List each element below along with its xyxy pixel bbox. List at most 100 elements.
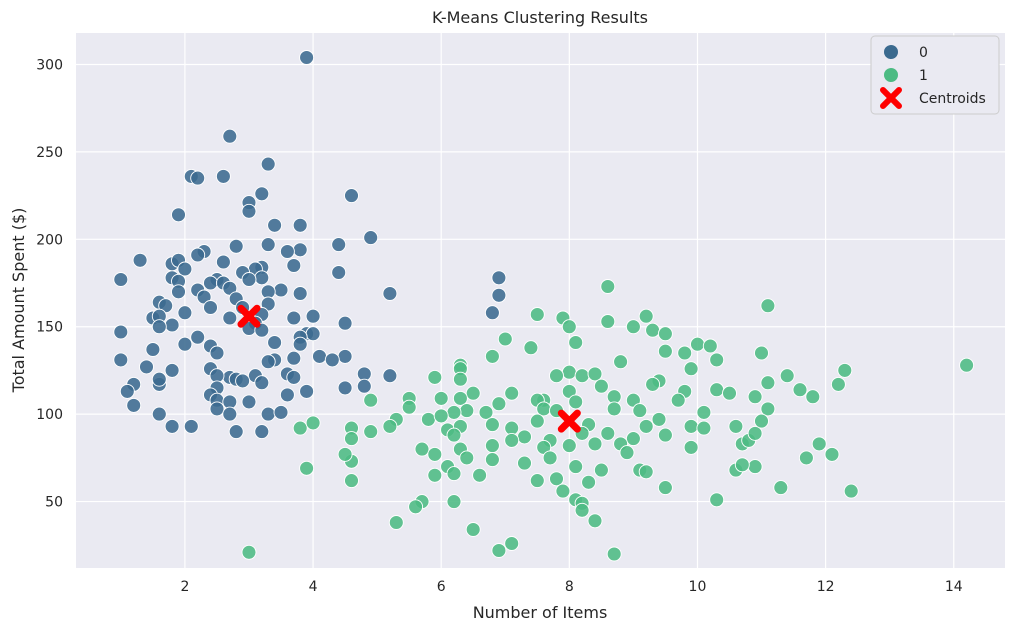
data-point-cluster-0 — [113, 272, 129, 287]
legend-label-cluster-0: 0 — [919, 45, 928, 61]
data-point-cluster-1 — [709, 382, 725, 398]
data-point-cluster-0 — [260, 354, 276, 370]
data-point-cluster-1 — [299, 460, 315, 476]
data-point-cluster-1 — [542, 450, 558, 466]
data-points — [113, 50, 975, 562]
data-point-cluster-0 — [491, 270, 507, 286]
data-point-cluster-0 — [273, 404, 289, 420]
data-point-cluster-0 — [151, 406, 167, 422]
data-point-cluster-0 — [215, 168, 231, 184]
data-point-cluster-1 — [465, 385, 481, 401]
data-point-cluster-1 — [638, 308, 654, 324]
data-point-cluster-1 — [484, 452, 500, 468]
data-point-cluster-0 — [273, 282, 289, 298]
data-point-cluster-0 — [177, 305, 193, 321]
data-point-cluster-1 — [638, 464, 654, 480]
data-point-cluster-1 — [657, 326, 673, 342]
y-tick-label: 50 — [45, 495, 63, 511]
data-point-cluster-1 — [773, 480, 789, 496]
data-point-cluster-1 — [625, 319, 641, 335]
data-point-cluster-1 — [619, 445, 635, 461]
data-point-cluster-0 — [254, 375, 270, 391]
data-point-cluster-0 — [331, 265, 347, 280]
data-point-cluster-1 — [696, 420, 712, 436]
data-point-cluster-1 — [504, 536, 520, 551]
data-point-cluster-1 — [504, 385, 520, 401]
data-point-cluster-1 — [241, 544, 257, 560]
data-point-cluster-1 — [837, 362, 853, 378]
data-point-cluster-1 — [568, 394, 584, 410]
data-point-cluster-1 — [747, 425, 763, 441]
y-tick-label: 250 — [36, 145, 63, 161]
x-tick-label: 8 — [565, 579, 574, 595]
data-point-cluster-0 — [279, 387, 295, 403]
data-point-cluster-0 — [177, 336, 193, 352]
data-point-cluster-1 — [452, 371, 468, 387]
x-axis-ticks: 2 4 6 8 10 12 14 — [180, 579, 962, 595]
data-point-cluster-1 — [420, 411, 436, 427]
legend-label-cluster-1: 1 — [919, 68, 928, 84]
data-point-cluster-1 — [670, 392, 686, 408]
data-point-cluster-1 — [491, 396, 507, 412]
data-point-cluster-1 — [754, 345, 769, 361]
data-point-cluster-0 — [119, 383, 135, 399]
data-point-cluster-1 — [363, 424, 379, 440]
data-point-cluster-1 — [446, 427, 462, 443]
data-point-cluster-0 — [337, 348, 353, 364]
data-point-cluster-1 — [587, 366, 603, 382]
data-point-cluster-1 — [427, 369, 443, 385]
data-point-cluster-1 — [657, 343, 673, 359]
data-point-cluster-0 — [113, 324, 129, 340]
data-point-cluster-0 — [292, 217, 308, 233]
data-point-cluster-0 — [164, 317, 180, 333]
data-point-cluster-1 — [555, 483, 571, 499]
data-point-cluster-1 — [606, 401, 622, 417]
data-point-cluster-1 — [337, 446, 353, 462]
data-point-cluster-0 — [484, 305, 500, 321]
data-point-cluster-1 — [427, 446, 443, 462]
y-tick-label: 300 — [36, 57, 63, 73]
data-point-cluster-1 — [446, 494, 462, 510]
data-point-cluster-1 — [523, 340, 539, 356]
data-point-cluster-1 — [760, 375, 776, 391]
data-point-cluster-1 — [830, 376, 846, 392]
data-point-cluster-1 — [792, 382, 808, 398]
legend-marker-cluster-0 — [884, 45, 898, 59]
data-point-cluster-1 — [683, 418, 699, 434]
data-point-cluster-1 — [798, 450, 814, 466]
data-point-cluster-1 — [683, 361, 699, 377]
data-point-cluster-0 — [171, 284, 186, 300]
data-point-cluster-0 — [222, 128, 238, 144]
data-point-cluster-1 — [401, 399, 417, 415]
data-point-cluster-1 — [600, 279, 616, 294]
data-point-cluster-1 — [959, 357, 975, 373]
data-point-cluster-0 — [171, 207, 186, 223]
data-point-cluster-0 — [292, 286, 308, 301]
data-point-cluster-1 — [344, 473, 359, 489]
legend-marker-cluster-1 — [884, 68, 898, 82]
data-point-cluster-1 — [747, 389, 763, 405]
data-point-cluster-0 — [190, 329, 206, 345]
data-point-cluster-0 — [279, 244, 295, 259]
data-point-cluster-1 — [484, 417, 500, 433]
data-point-cluster-0 — [254, 186, 270, 202]
data-point-cluster-0 — [363, 230, 379, 246]
data-point-cluster-1 — [581, 474, 597, 490]
y-axis-title: Total Amount Spent ($) — [9, 208, 28, 394]
data-point-cluster-1 — [517, 455, 532, 471]
data-point-cluster-0 — [177, 261, 193, 277]
x-tick-label: 4 — [309, 579, 318, 595]
data-point-cluster-0 — [254, 424, 270, 440]
data-point-cluster-1 — [472, 467, 488, 483]
data-point-cluster-0 — [286, 369, 302, 385]
data-point-cluster-0 — [260, 156, 276, 172]
legend-box — [870, 35, 1000, 115]
data-point-cluster-0 — [190, 247, 206, 263]
data-point-cluster-1 — [760, 298, 776, 314]
data-point-cluster-1 — [824, 446, 840, 462]
data-point-cluster-1 — [747, 459, 763, 475]
data-point-cluster-1 — [779, 368, 795, 384]
data-point-cluster-1 — [587, 513, 603, 529]
data-point-cluster-1 — [805, 389, 821, 405]
